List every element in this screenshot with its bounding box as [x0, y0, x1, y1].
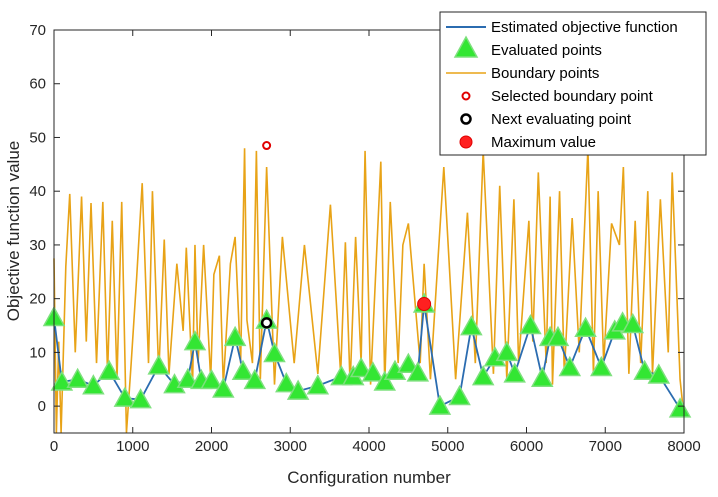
evaluated-point	[113, 386, 137, 407]
evaluated-point	[361, 361, 385, 382]
y-tick-label: 20	[29, 291, 46, 308]
evaluated-point	[66, 367, 89, 389]
legend: Estimated objective function Evaluated p…	[439, 11, 707, 156]
legend-label-selected: Selected boundary point	[491, 88, 654, 105]
evaluated-point	[503, 362, 526, 383]
evaluated-point	[231, 359, 255, 380]
special-markers	[260, 141, 432, 329]
x-axis-ticks: 0 1000 2000 3000 4000 5000 6000 7000 8000	[50, 30, 701, 455]
legend-swatch-next	[460, 113, 472, 125]
y-tick-label: 0	[38, 398, 46, 415]
x-tick-label: 0	[50, 438, 58, 455]
evaluated-point	[50, 370, 74, 391]
x-tick-label: 4000	[352, 438, 385, 455]
legend-item-evaluated: Evaluated points	[453, 35, 602, 59]
evaluated-point	[558, 355, 582, 377]
evaluated-point	[275, 372, 298, 393]
evaluated-point	[243, 368, 267, 390]
y-tick-label: 60	[29, 76, 46, 93]
evaluated-point	[286, 379, 310, 400]
legend-label-evaluated: Evaluated points	[491, 42, 602, 59]
evaluated-point	[460, 315, 483, 336]
evaluated-point	[633, 359, 656, 380]
legend-label-estimated: Estimated objective function	[491, 19, 678, 36]
evaluated-point	[306, 374, 330, 395]
next-evaluating-point	[260, 317, 273, 329]
x-tick-label: 5000	[431, 438, 464, 455]
x-tick-label: 1000	[116, 438, 149, 455]
evaluated-point	[183, 330, 207, 351]
evaluated-point	[519, 313, 542, 335]
boundary-points-series	[53, 148, 685, 434]
evaluated-point	[621, 312, 645, 334]
evaluated-point	[530, 366, 554, 387]
legend-swatch-selected	[461, 91, 471, 101]
evaluated-point	[82, 374, 105, 395]
evaluated-point	[668, 397, 692, 418]
boundary-points-line	[53, 148, 685, 434]
legend-item-selected: Selected boundary point	[461, 88, 654, 105]
legend-item-next: Next evaluating point	[460, 111, 632, 128]
legend-box	[439, 11, 707, 156]
evaluated-point	[129, 388, 152, 409]
evaluated-point	[97, 359, 121, 380]
evaluated-point	[263, 341, 286, 363]
evaluated-point	[397, 352, 420, 373]
maximum-value-point	[417, 297, 432, 312]
y-axis-label: Objective function value	[4, 141, 23, 322]
evaluated-point	[373, 370, 397, 391]
legend-label-maximum: Maximum value	[491, 134, 596, 151]
legend-item-boundary: Boundary points	[446, 65, 599, 82]
y-tick-label: 70	[29, 22, 46, 39]
legend-label-boundary: Boundary points	[491, 65, 599, 82]
evaluated-point	[471, 365, 495, 386]
y-tick-label: 50	[29, 129, 46, 146]
x-tick-label: 2000	[195, 438, 228, 455]
evaluated-point	[212, 377, 235, 398]
evaluated-point	[428, 394, 452, 415]
legend-item-estimated: Estimated objective function	[446, 19, 678, 36]
legend-swatch-evaluated	[453, 35, 479, 58]
evaluated-point	[495, 340, 519, 362]
evaluated-point	[546, 325, 570, 347]
x-tick-label: 7000	[589, 438, 622, 455]
y-tick-label: 10	[29, 344, 46, 361]
evaluated-point	[590, 355, 613, 377]
y-tick-label: 40	[29, 183, 46, 200]
evaluated-point	[349, 356, 373, 378]
x-tick-label: 3000	[274, 438, 307, 455]
y-tick-label: 30	[29, 237, 46, 254]
legend-item-maximum: Maximum value	[459, 134, 596, 151]
x-tick-label: 8000	[667, 438, 700, 455]
evaluated-point	[647, 363, 671, 384]
evaluated-point	[176, 367, 200, 389]
legend-swatch-maximum	[459, 135, 473, 149]
x-tick-label: 6000	[510, 438, 543, 455]
evaluated-point	[223, 325, 247, 347]
legend-label-next: Next evaluating point	[491, 111, 632, 128]
evaluated-point	[147, 354, 171, 375]
evaluated-point	[574, 316, 597, 337]
y-axis-ticks: 0 10 20 30 40 50 60 70	[29, 22, 684, 415]
evaluated-point	[448, 384, 471, 406]
evaluated-point	[406, 361, 430, 382]
evaluated-point	[200, 368, 223, 390]
selected-boundary-point	[262, 141, 272, 151]
x-axis-label: Configuration number	[287, 468, 451, 487]
